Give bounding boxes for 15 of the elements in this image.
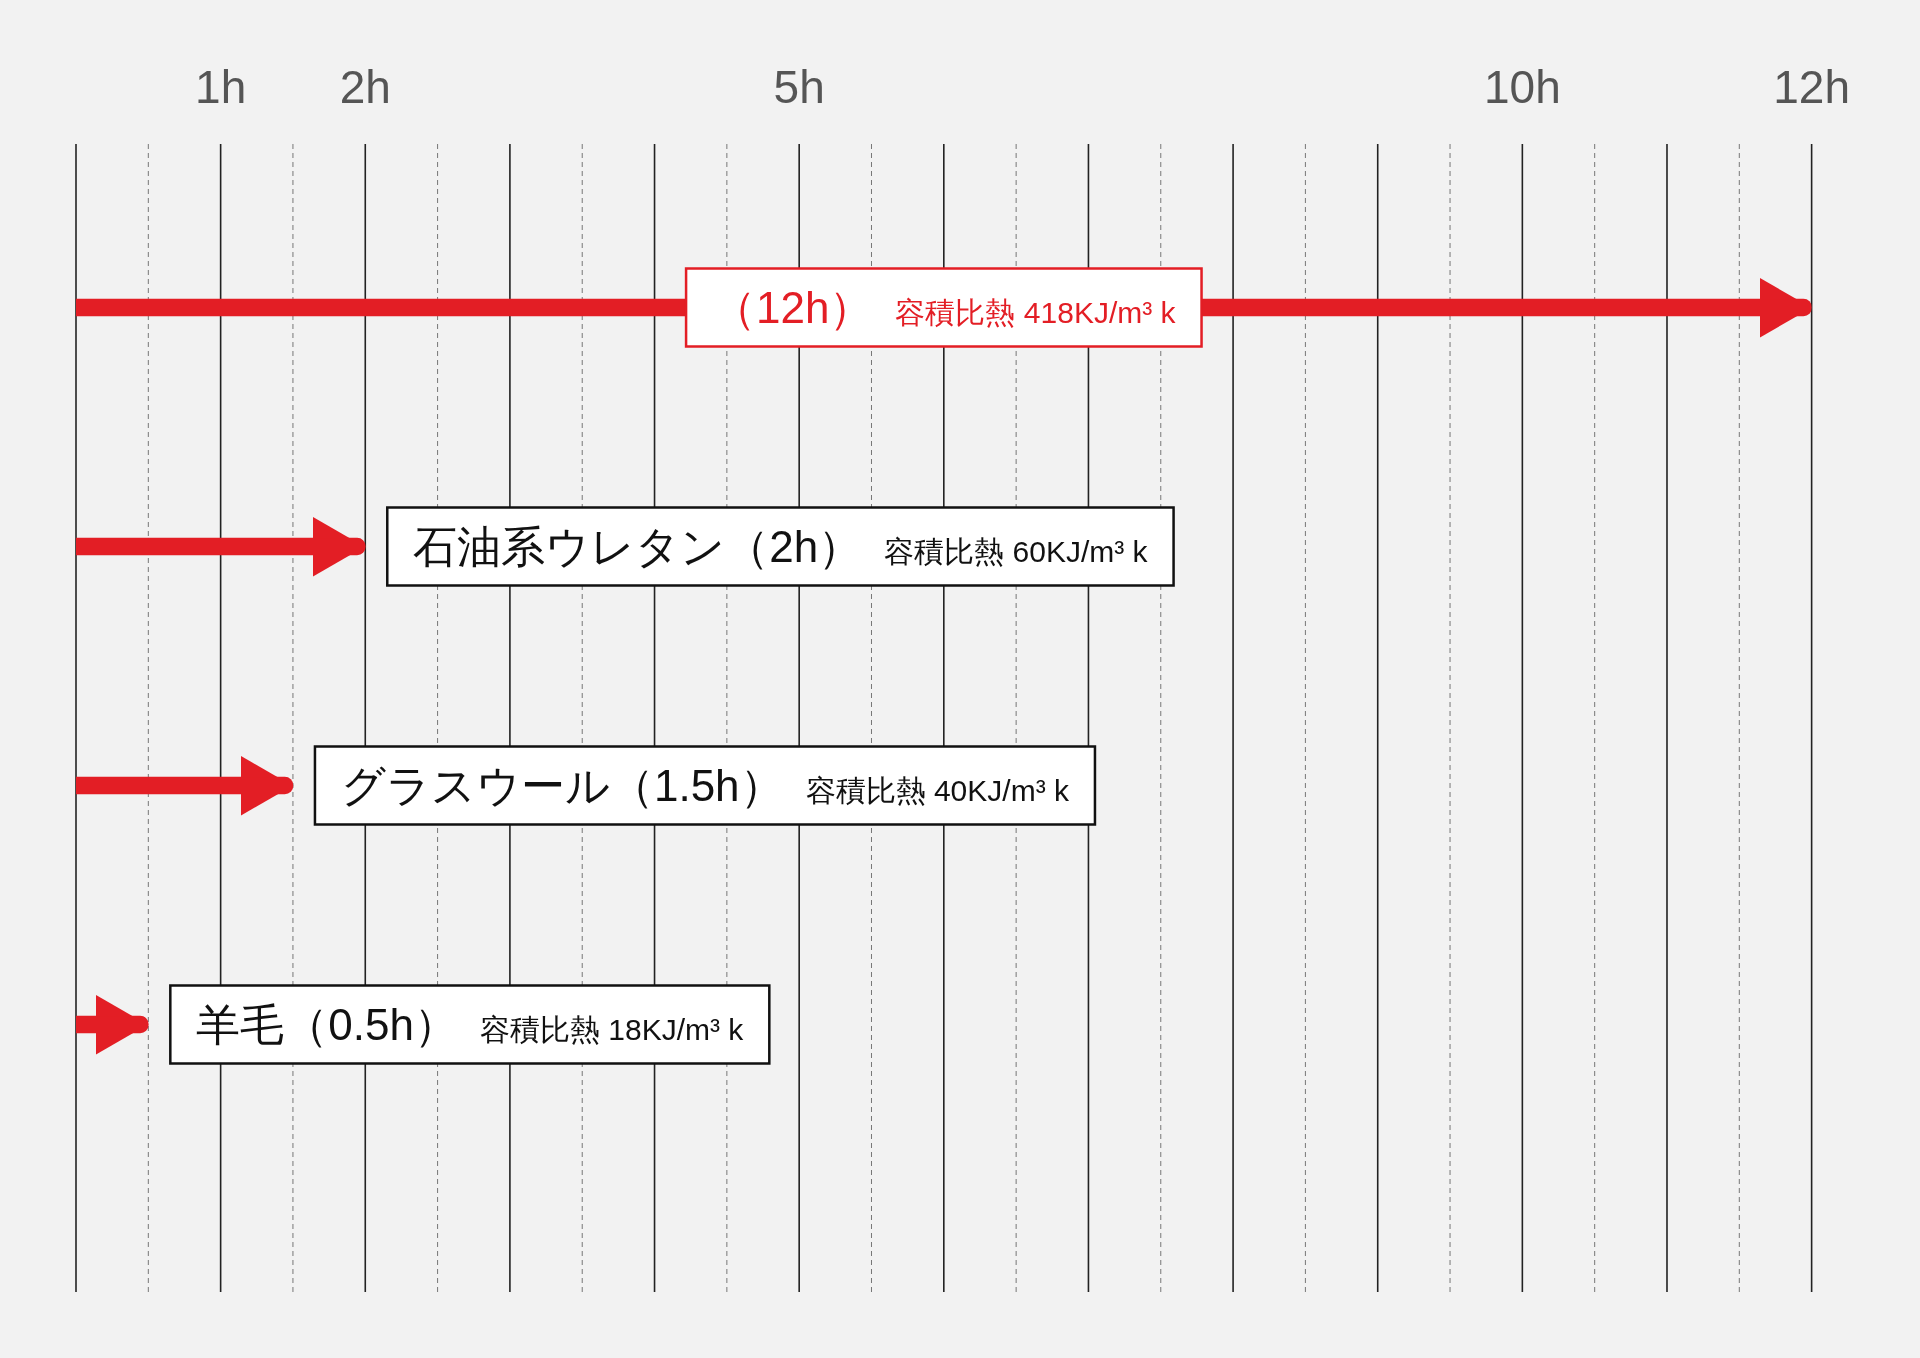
- x-tick-label: 10h: [1483, 61, 1561, 114]
- annotation: 容積比熱 40KJ/m³ k: [805, 773, 1070, 807]
- x-tick-label: 1h: [195, 61, 247, 114]
- annotation: 容積比熱 418KJ/m³ k: [895, 295, 1177, 329]
- x-tick-label: 12h: [1773, 61, 1850, 114]
- category-label: グラスウール（1.5h）: [340, 760, 784, 810]
- category-label: 石油系ウレタン（2h）: [413, 521, 863, 571]
- annotation: 容積比熱 60KJ/m³ k: [884, 534, 1149, 568]
- category-label: 羊毛（0.5h）: [196, 999, 458, 1049]
- bar: [76, 776, 294, 795]
- annotation: 容積比熱 18KJ/m³ k: [479, 1012, 745, 1046]
- bar: [76, 537, 366, 556]
- data-label: （12h）: [712, 282, 874, 332]
- x-tick-label: 5h: [773, 61, 825, 114]
- x-tick-label: 2h: [339, 61, 391, 114]
